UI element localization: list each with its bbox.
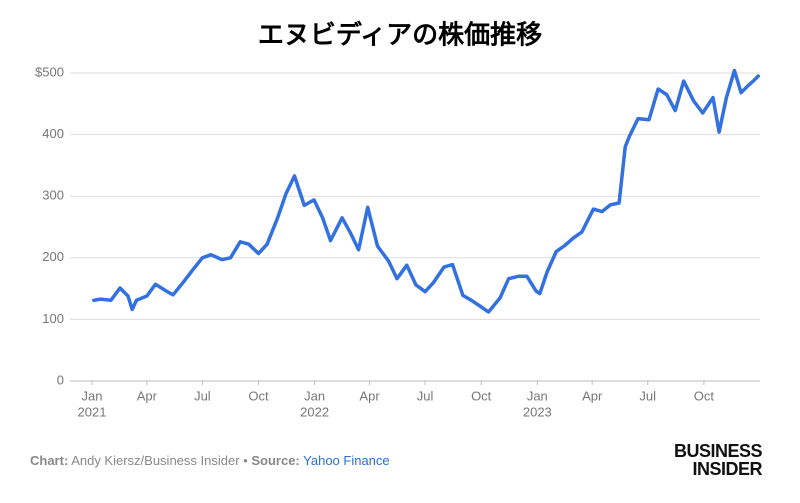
x-tick-label: Apr: [582, 388, 603, 403]
x-tick-year: 2022: [300, 404, 329, 419]
logo-line: BUSINESS: [674, 441, 763, 461]
x-tick-label: Jul: [639, 388, 656, 403]
x-tick-label: Oct: [694, 388, 715, 403]
x-tick-label: Apr: [359, 388, 380, 403]
x-tick-label: Jan: [304, 388, 325, 403]
source-link[interactable]: Yahoo Finance: [303, 453, 390, 468]
source-label: Source:: [251, 453, 299, 468]
credit: Andy Kiersz/Business Insider: [71, 453, 240, 468]
x-tick-label: Oct: [471, 388, 492, 403]
x-tick-label: Jan: [527, 388, 548, 403]
y-tick-label: 400: [42, 126, 64, 141]
x-tick-label: Apr: [137, 388, 158, 403]
y-tick-label: 0: [57, 372, 64, 387]
x-tick-year: 2023: [523, 404, 552, 419]
x-tick-label: Jan: [81, 388, 102, 403]
logo-line: INSIDER: [692, 459, 762, 479]
separator: •: [243, 453, 248, 468]
y-tick-label: 300: [42, 188, 64, 203]
price-line: [92, 68, 760, 314]
y-tick-label: $500: [35, 64, 64, 79]
chart-title: エヌビディアの株価推移: [258, 20, 542, 51]
x-tick-label: Oct: [248, 388, 269, 403]
y-tick-label: 200: [42, 249, 64, 264]
credit-label: Chart:: [30, 453, 68, 468]
y-tick-label: 100: [42, 311, 64, 326]
footer: Chart: Andy Kiersz/Business Insider • So…: [30, 453, 390, 468]
x-tick-year: 2021: [78, 404, 107, 419]
x-tick-label: Jul: [194, 388, 211, 403]
x-tick-label: Jul: [417, 388, 434, 403]
